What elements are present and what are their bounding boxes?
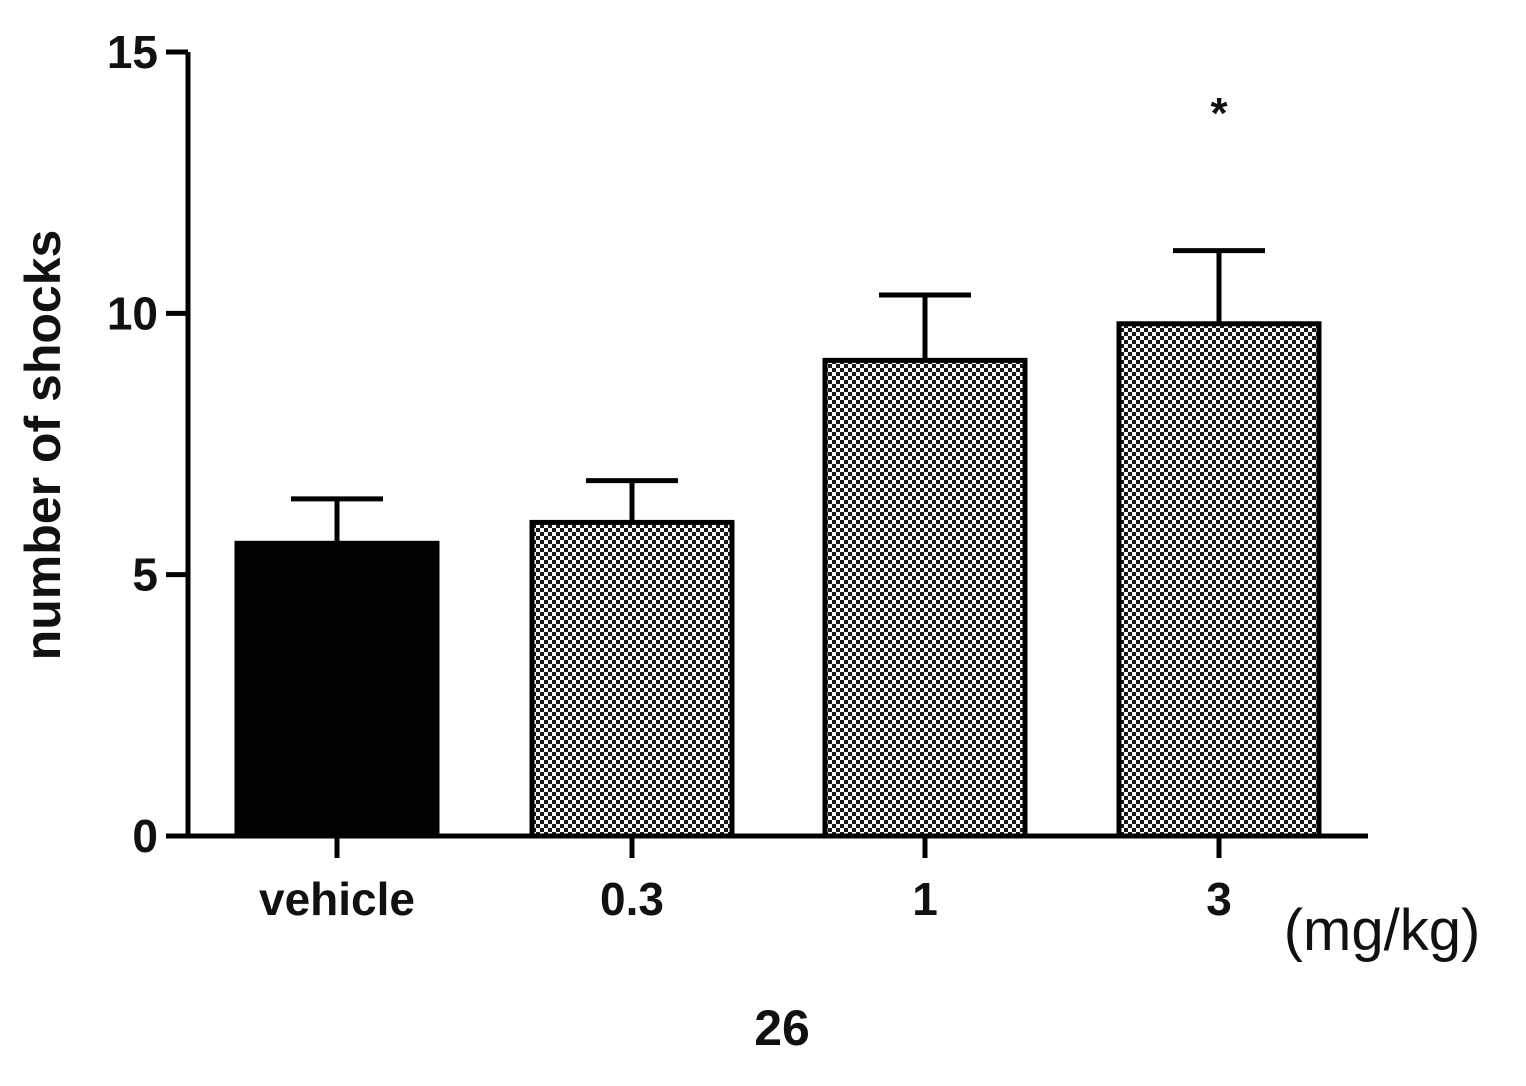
x-unit-label: (mg/kg) [1284, 898, 1481, 963]
x-tick-label: 0.3 [600, 873, 664, 925]
bar-vehicle [234, 540, 440, 839]
y-tick-label: 5 [132, 549, 158, 601]
bar-3 [1116, 321, 1322, 839]
error-bars-group [291, 248, 1265, 544]
x-tick-label: 3 [1206, 873, 1232, 925]
significance-marker: * [1210, 89, 1228, 138]
bars-group [234, 321, 1322, 839]
bar-1 [822, 357, 1028, 839]
y-tick-label: 0 [132, 810, 158, 862]
x-axis-title: 26 [754, 1000, 810, 1056]
y-tick-label: 15 [107, 26, 158, 78]
y-axis-title: number of shocks [15, 230, 71, 661]
annotations-group: * [1210, 89, 1228, 138]
x-ticks-group: vehicle 0.3 1 3 [259, 836, 1232, 925]
x-tick-label: vehicle [259, 873, 415, 925]
y-tick-label: 10 [107, 287, 158, 339]
y-ticks-group: 0 5 10 15 [107, 26, 188, 862]
bar-0-3 [529, 519, 735, 839]
x-tick-label: 1 [912, 873, 938, 925]
